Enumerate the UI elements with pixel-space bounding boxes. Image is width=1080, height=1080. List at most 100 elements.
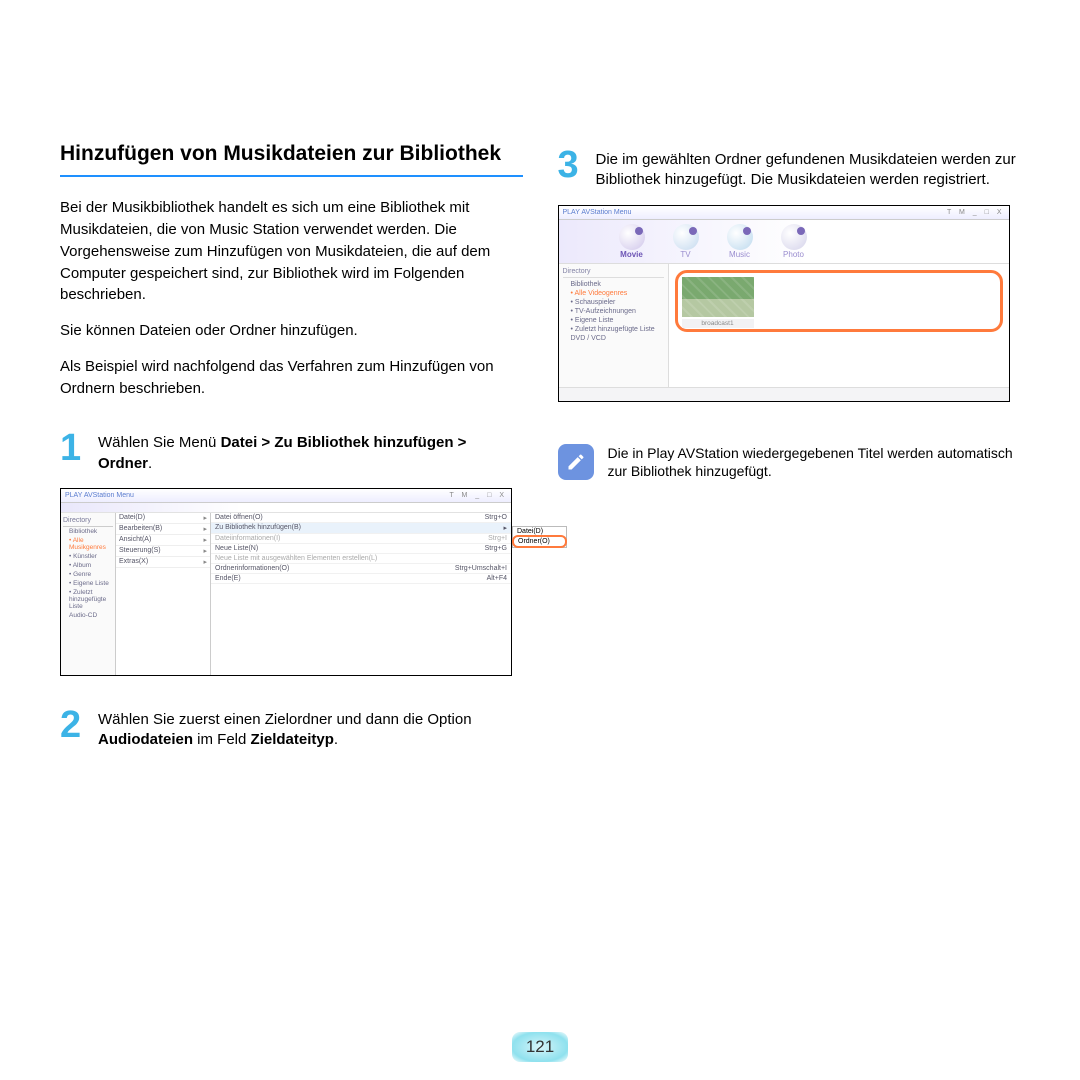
ss1-menu-3: Steuerung(S) ▸ — [116, 546, 210, 557]
ss2-tab-tv-label: TV — [680, 250, 690, 259]
ss1-popup: Datei(D) Ordner(O) — [512, 526, 567, 548]
chevron-right-icon: ▸ — [203, 525, 207, 533]
ss1-sub-5: Ordnerinformationen(O) Strg+Umschalt+I — [211, 564, 511, 574]
step-2-pre: Wählen Sie zuerst einen Zielordner und d… — [98, 711, 472, 728]
ss1-menu-0-label: Datei(D) — [119, 514, 145, 522]
step-2-bold1: Audiodateien — [98, 731, 193, 748]
ss1-tree-6: • Zuletzt hinzugefügte Liste — [63, 588, 113, 611]
ss2-tree-4: • Eigene Liste — [563, 316, 664, 325]
ss1-menu-4: Extras(X) ▸ — [116, 557, 210, 568]
step-1-text: Wählen Sie Menü Datei > Zu Bibliothek hi… — [98, 429, 523, 474]
ss1-body: Directory Bibliothek • Alle Musikgenres … — [61, 513, 511, 675]
step-3: 3 Die im gewählten Ordner gefundenen Mus… — [558, 146, 1021, 191]
ss1-sub-5-r: Strg+Umschalt+I — [455, 565, 507, 572]
ss1-sub-2-l: Dateiinformationen(I) — [215, 535, 280, 542]
intro-para-1: Bei der Musikbibliothek handelt es sich … — [60, 197, 523, 306]
ss1-tree-3: • Album — [63, 561, 113, 570]
pencil-icon — [566, 452, 586, 472]
ss1-menu-2: Ansicht(A) ▸ — [116, 535, 210, 546]
music-icon — [727, 224, 753, 250]
ss1-sub-4-l: Neue Liste mit ausgewählten Elementen er… — [215, 555, 377, 562]
screenshot-2: PLAY AVStation Menu T M _ □ X Movie TV M… — [558, 205, 1010, 402]
ss1-tree-7: Audio-CD — [63, 611, 113, 620]
step-2-post: . — [334, 731, 338, 748]
ss2-main-area: broadcast1 — [669, 264, 1009, 401]
ss2-tree-2: • Schauspieler — [563, 298, 664, 307]
ss2-highlight-box: broadcast1 — [675, 270, 1003, 332]
ss1-sub-6-r: Alt+F4 — [487, 575, 507, 582]
ss2-tab-movie-label: Movie — [620, 250, 643, 259]
ss1-sub-1-r: ▸ — [503, 524, 507, 532]
page-number-badge: 121 — [512, 1032, 568, 1062]
ss1-tree-4: • Genre — [63, 570, 113, 579]
page: Hinzufügen von Musikdateien zur Biblioth… — [0, 0, 1080, 764]
chevron-right-icon: ▸ — [203, 514, 207, 522]
ss1-sub-0: Datei öffnen(O)Strg+O — [211, 513, 511, 523]
ss2-title-left: PLAY AVStation Menu — [563, 209, 632, 216]
ss1-title-left: PLAY AVStation Menu — [65, 492, 134, 499]
chevron-right-icon: ▸ — [203, 536, 207, 544]
step-2-bold2: Zieldateityp — [251, 731, 334, 748]
ss1-tree-1: • Alle Musikgenres — [63, 536, 113, 552]
ss1-dir-title: Directory — [63, 515, 113, 527]
step-1-pre: Wählen Sie Menü — [98, 434, 221, 451]
ss1-sub-3-l: Neue Liste(N) — [215, 545, 258, 552]
step-1-number: 1 — [60, 429, 88, 474]
ss1-sub-3-r: Strg+G — [485, 545, 507, 552]
ss2-tab-music: Music — [727, 224, 753, 259]
ss2-dir-title: Directory — [563, 266, 664, 278]
ss2-tab-movie: Movie — [619, 224, 645, 259]
ss1-sub-6: Ende(E)Alt+F4 — [211, 574, 511, 584]
ss2-tree-0: Bibliothek — [563, 280, 664, 289]
ss2-tab-tv: TV — [673, 224, 699, 259]
ss1-sub-1: Zu Bibliothek hinzufügen(B)▸ — [211, 523, 511, 534]
tv-icon — [673, 224, 699, 250]
ss1-menu-2-label: Ansicht(A) — [119, 536, 151, 544]
ss1-titlebar: PLAY AVStation Menu T M _ □ X — [61, 489, 511, 503]
step-2-number: 2 — [60, 706, 88, 751]
movie-icon — [619, 224, 645, 250]
ss2-tab-photo-label: Photo — [783, 250, 804, 259]
ss1-sub-2-r: Strg+I — [488, 535, 507, 542]
right-column: 3 Die im gewählten Ordner gefundenen Mus… — [558, 140, 1021, 764]
ss1-tree-0: Bibliothek — [63, 527, 113, 536]
ss2-tree-6: DVD / VCD — [563, 334, 664, 343]
ss2-tree-3: • TV-Aufzeichnungen — [563, 307, 664, 316]
chevron-right-icon: ▸ — [203, 547, 207, 555]
photo-icon — [781, 224, 807, 250]
ss1-menu-4-label: Extras(X) — [119, 558, 148, 566]
ss1-sub-2: Dateiinformationen(I) Strg+I — [211, 534, 511, 544]
ss2-title-right: T M _ □ X — [947, 209, 1005, 216]
intro-para-3: Als Beispiel wird nachfolgend das Verfah… — [60, 356, 523, 400]
ss1-sub-3: Neue Liste(N) Strg+G — [211, 544, 511, 554]
ss1-submenu: Datei öffnen(O)Strg+O Zu Bibliothek hinz… — [211, 513, 511, 675]
ss1-sub-5-l: Ordnerinformationen(O) — [215, 565, 289, 572]
ss2-body: Directory Bibliothek • Alle Videogenres … — [559, 264, 1009, 401]
ss2-titlebar: PLAY AVStation Menu T M _ □ X — [559, 206, 1009, 220]
note-box: Die in Play AVStation wiedergegebenen Ti… — [558, 444, 1021, 482]
ss1-tree-5: • Eigene Liste — [63, 579, 113, 588]
ss2-tab-music-label: Music — [729, 250, 750, 259]
chevron-right-icon: ▸ — [203, 558, 207, 566]
step-2: 2 Wählen Sie zuerst einen Zielordner und… — [60, 706, 523, 751]
ss1-popup-1: Ordner(O) — [512, 535, 567, 548]
step-1-post: . — [148, 455, 152, 472]
left-column: Hinzufügen von Musikdateien zur Biblioth… — [60, 140, 523, 764]
note-text: Die in Play AVStation wiedergegebenen Ti… — [608, 444, 1021, 482]
step-1: 1 Wählen Sie Menü Datei > Zu Bibliothek … — [60, 429, 523, 474]
ss1-tree-2: • Künstler — [63, 552, 113, 561]
ss2-thumb-caption: broadcast1 — [682, 319, 754, 328]
ss1-menu-3-label: Steuerung(S) — [119, 547, 161, 555]
step-2-mid: im Feld — [193, 731, 251, 748]
ss1-sub-0-r: Strg+O — [485, 514, 507, 521]
ss2-side-panel: Directory Bibliothek • Alle Videogenres … — [559, 264, 669, 401]
section-heading: Hinzufügen von Musikdateien zur Biblioth… — [60, 140, 523, 167]
step-3-number: 3 — [558, 146, 586, 191]
ss1-title-right: T M _ □ X — [449, 492, 507, 499]
ss1-main-menu: Datei(D)▸ Bearbeiten(B)▸ Ansicht(A)▸ Ste… — [116, 513, 211, 675]
ss1-menu-0: Datei(D) ▸ — [116, 513, 210, 524]
intro-para-2: Sie können Dateien oder Ordner hinzufüge… — [60, 320, 523, 342]
ss2-tab-photo: Photo — [781, 224, 807, 259]
ss1-sub-4: Neue Liste mit ausgewählten Elementen er… — [211, 554, 511, 564]
ss2-tree-1: • Alle Videogenres — [563, 289, 664, 298]
